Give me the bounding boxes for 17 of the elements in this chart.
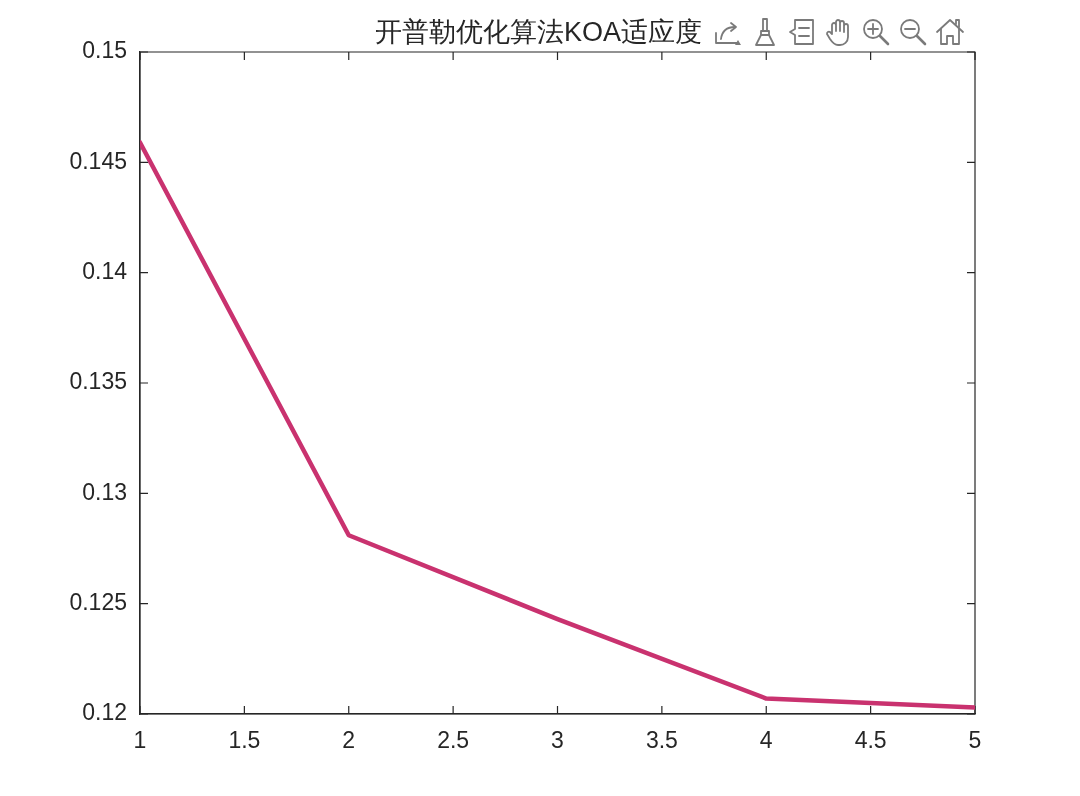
y-tick-label: 0.145: [69, 147, 127, 174]
y-tick-label: 0.15: [82, 37, 127, 64]
x-tick-label: 3: [551, 727, 564, 754]
y-tick-label: 0.12: [82, 699, 127, 726]
x-tick-label: 3.5: [645, 727, 678, 754]
chart-title: 开普勒优化算法KOA适应度: [374, 17, 702, 48]
y-tick-label: 0.13: [82, 478, 127, 505]
x-tick-label: 2: [342, 727, 356, 754]
y-tick-label: 0.135: [69, 368, 127, 395]
y-tick-label: 0.14: [82, 258, 128, 285]
x-tick-label: 2.5: [437, 727, 470, 754]
x-tick-label: 4: [759, 727, 773, 754]
x-tick-label: 1.5: [228, 727, 261, 754]
y-tick-label: 0.125: [69, 589, 127, 616]
x-tick-label: 5: [968, 727, 982, 754]
x-tick-label: 1: [133, 727, 147, 754]
x-tick-label: 4.5: [854, 727, 887, 754]
